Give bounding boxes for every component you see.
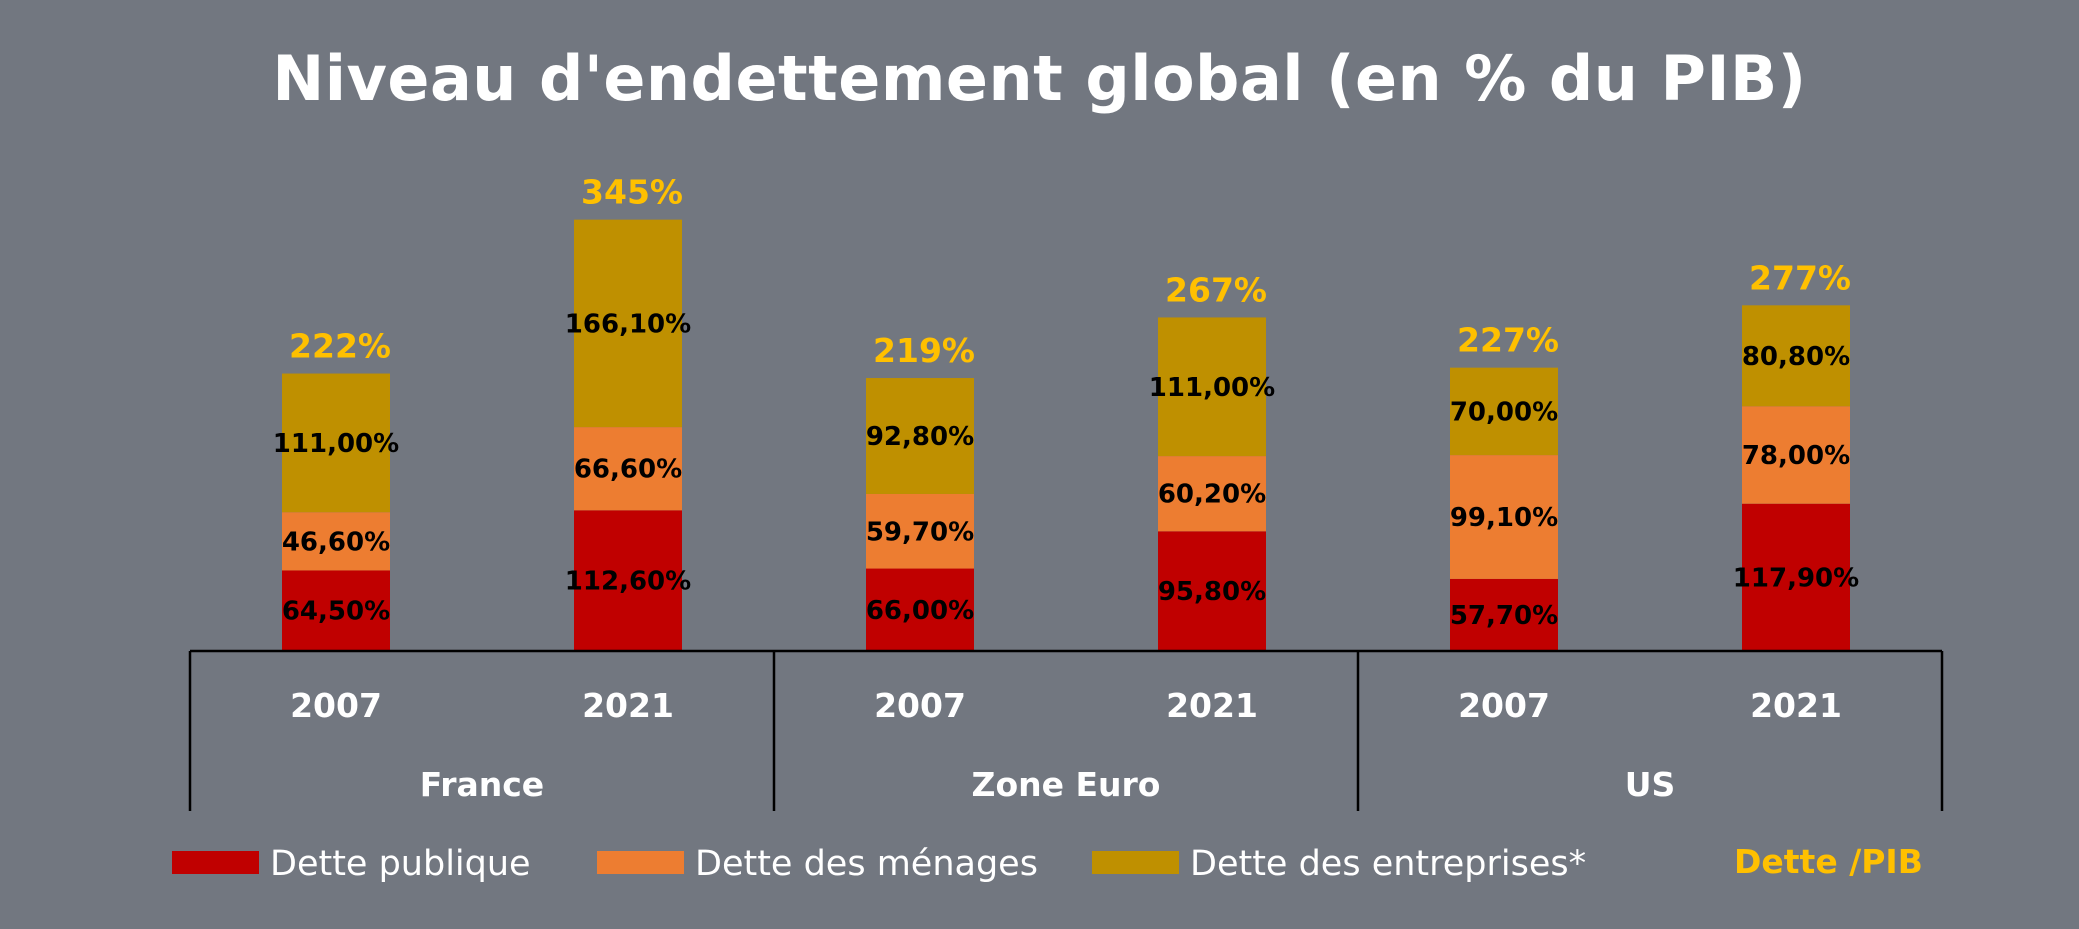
data-label-dette-des-entreprises-france-2021: 166,10%: [565, 309, 691, 339]
data-label-dette-des-menages-france-2021: 66,60%: [574, 455, 682, 485]
data-label-dette-des-menages-zone-euro-2021: 60,20%: [1158, 480, 1266, 510]
bar-dette-publique-us-2007: [1450, 578, 1558, 651]
bar-dette-des-menages-us-2021: [1742, 406, 1850, 504]
x-tick-year-zone-euro-2007: 2007: [874, 686, 966, 725]
data-label-dette-des-entreprises-us-2021: 80,80%: [1742, 342, 1850, 372]
data-label-dette-des-menages-us-2021: 78,00%: [1742, 441, 1850, 471]
bar-dette-publique-france-2021: [574, 510, 682, 651]
total-label-us-2007: 227%: [1457, 321, 1559, 360]
data-label-dette-des-entreprises-zone-euro-2021: 111,00%: [1149, 373, 1275, 403]
group-label-zone-euro: Zone Euro: [972, 765, 1161, 804]
x-tick-year-us-2007: 2007: [1458, 686, 1550, 725]
bar-dette-des-menages-france-2021: [574, 427, 682, 511]
data-label-dette-des-entreprises-france-2007: 111,00%: [273, 429, 399, 459]
data-label-dette-des-entreprises-us-2007: 70,00%: [1450, 397, 1558, 427]
data-label-dette-publique-zone-euro-2021: 95,80%: [1158, 577, 1266, 607]
legend-label-dette-des-entreprises: Dette des entreprises*: [1190, 844, 1586, 884]
legend-swatch-dette-publique: [172, 851, 259, 874]
bar-dette-des-entreprises-france-2021: [574, 219, 682, 428]
data-label-dette-publique-zone-euro-2007: 66,00%: [866, 596, 974, 626]
group-label-us: US: [1625, 765, 1676, 804]
x-tick-year-zone-euro-2021: 2021: [1166, 686, 1258, 725]
legend-swatch-dette-des-entreprises: [1092, 851, 1179, 874]
data-label-dette-des-menages-zone-euro-2007: 59,70%: [866, 517, 974, 547]
legend-label-dette-pib: Dette /PIB: [1734, 842, 1923, 881]
legend-swatch-dette-des-menages: [597, 851, 684, 874]
bar-dette-des-entreprises-france-2007: [282, 373, 390, 513]
data-label-dette-des-menages-france-2007: 46,60%: [282, 527, 390, 557]
bar-dette-des-menages-zone-euro-2021: [1158, 456, 1266, 532]
total-label-france-2007: 222%: [289, 327, 391, 366]
bar-dette-publique-france-2007: [282, 570, 390, 651]
legend-label-dette-publique: Dette publique: [270, 844, 531, 884]
bar-dette-des-entreprises-us-2007: [1450, 367, 1558, 456]
bar-dette-publique-zone-euro-2007: [866, 568, 974, 651]
chart-title: Niveau d'endettement global (en % du PIB…: [272, 42, 1807, 115]
x-tick-year-france-2007: 2007: [290, 686, 382, 725]
data-label-dette-des-entreprises-zone-euro-2007: 92,80%: [866, 422, 974, 452]
data-label-dette-des-menages-us-2007: 99,10%: [1450, 503, 1558, 533]
legend-label-dette-des-menages: Dette des ménages: [695, 844, 1038, 884]
bar-dette-des-menages-france-2007: [282, 512, 390, 571]
total-label-zone-euro-2021: 267%: [1165, 270, 1267, 309]
bar-dette-des-menages-zone-euro-2007: [866, 493, 974, 569]
group-label-france: France: [420, 765, 544, 804]
bar-dette-des-entreprises-us-2021: [1742, 305, 1850, 407]
bar-dette-publique-us-2021: [1742, 503, 1850, 651]
bar-dette-publique-zone-euro-2021: [1158, 531, 1266, 651]
total-label-zone-euro-2007: 219%: [873, 331, 975, 370]
data-label-dette-publique-us-2007: 57,70%: [1450, 601, 1558, 631]
data-label-dette-publique-france-2007: 64,50%: [282, 597, 390, 627]
total-label-france-2021: 345%: [581, 173, 683, 212]
data-label-dette-publique-france-2021: 112,60%: [565, 567, 691, 597]
total-label-us-2021: 277%: [1749, 258, 1851, 297]
bar-dette-des-entreprises-zone-euro-2021: [1158, 317, 1266, 457]
bar-dette-des-entreprises-zone-euro-2007: [866, 378, 974, 494]
bar-dette-des-menages-us-2007: [1450, 455, 1558, 579]
x-tick-year-france-2021: 2021: [582, 686, 674, 725]
data-label-dette-publique-us-2021: 117,90%: [1733, 563, 1859, 593]
x-tick-year-us-2021: 2021: [1750, 686, 1842, 725]
